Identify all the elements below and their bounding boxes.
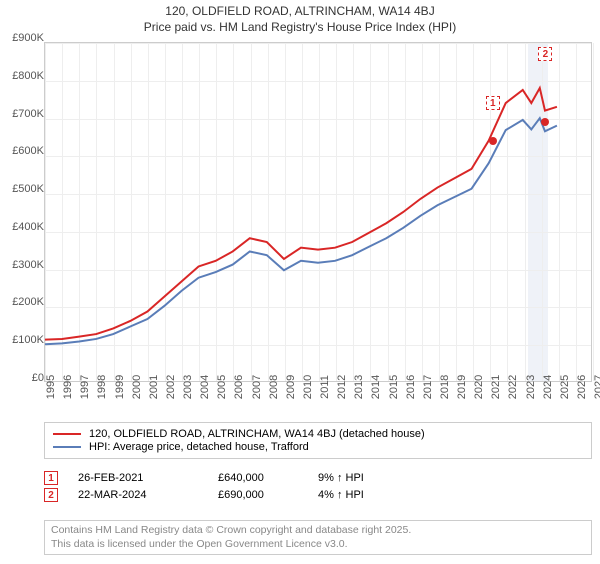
event-date: 26-FEB-2021: [78, 472, 218, 484]
series-lines: [45, 43, 591, 381]
chart-subtitle: Price paid vs. HM Land Registry's House …: [0, 20, 600, 34]
event-dot-1: [489, 137, 497, 145]
event-diff: 4% ↑ HPI: [318, 489, 418, 501]
footer-line-1: Contains HM Land Registry data © Crown c…: [51, 524, 585, 538]
event-marker-2: 2: [538, 47, 552, 61]
y-axis-tick: £300K: [0, 259, 44, 271]
chart-plot-area: 1995199619971998199920002001200220032004…: [44, 42, 592, 382]
event-number-box: 1: [44, 471, 58, 485]
y-axis-tick: £700K: [0, 108, 44, 120]
y-axis-tick: £200K: [0, 296, 44, 308]
event-row: 2 22-MAR-2024£690,0004% ↑ HPI: [44, 488, 592, 502]
event-price: £640,000: [218, 472, 318, 484]
event-marker-1: 1: [486, 96, 500, 110]
legend-box: 120, OLDFIELD ROAD, ALTRINCHAM, WA14 4BJ…: [44, 422, 592, 459]
legend-label: HPI: Average price, detached house, Traf…: [89, 441, 309, 453]
event-row: 1 26-FEB-2021£640,0009% ↑ HPI: [44, 471, 592, 485]
event-date: 22-MAR-2024: [78, 489, 218, 501]
legend-item: 120, OLDFIELD ROAD, ALTRINCHAM, WA14 4BJ…: [53, 428, 583, 440]
legend-swatch: [53, 446, 81, 448]
y-axis-tick: £800K: [0, 70, 44, 82]
legend-item: HPI: Average price, detached house, Traf…: [53, 441, 583, 453]
x-axis-tick: 2027: [593, 375, 600, 399]
y-axis-tick: £0: [0, 372, 44, 384]
event-number-box: 2: [44, 488, 58, 502]
chart-title: 120, OLDFIELD ROAD, ALTRINCHAM, WA14 4BJ: [0, 4, 600, 18]
gridline-v: [593, 43, 594, 381]
footer-attribution: Contains HM Land Registry data © Crown c…: [44, 520, 592, 555]
y-axis-tick: £900K: [0, 32, 44, 44]
series-price_paid: [45, 88, 557, 340]
y-axis-tick: £400K: [0, 221, 44, 233]
legend-swatch: [53, 433, 81, 435]
y-axis-tick: £500K: [0, 183, 44, 195]
series-hpi: [45, 118, 557, 344]
event-dot-2: [541, 118, 549, 126]
footer-line-2: This data is licensed under the Open Gov…: [51, 538, 585, 552]
y-axis-tick: £600K: [0, 145, 44, 157]
y-axis-tick: £100K: [0, 334, 44, 346]
events-table: 1 26-FEB-2021£640,0009% ↑ HPI 2 22-MAR-2024…: [44, 468, 592, 505]
event-price: £690,000: [218, 489, 318, 501]
event-diff: 9% ↑ HPI: [318, 472, 418, 484]
legend-label: 120, OLDFIELD ROAD, ALTRINCHAM, WA14 4BJ…: [89, 428, 425, 440]
